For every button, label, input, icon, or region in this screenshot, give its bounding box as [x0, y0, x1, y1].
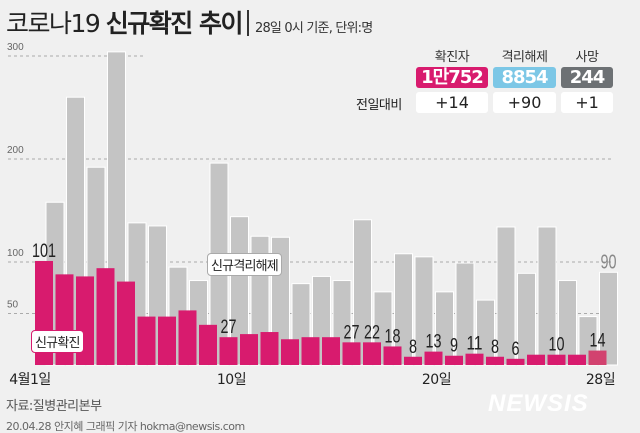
- confirmed-bar: [96, 268, 115, 365]
- confirmed-value-label: 14: [590, 331, 606, 352]
- recovered-bar: [414, 256, 434, 366]
- x-tick-label: 28일: [586, 372, 615, 388]
- stat-change: +14: [416, 92, 488, 113]
- stat-label: 격리해제: [501, 50, 548, 65]
- confirmed-bar: [568, 354, 586, 365]
- confirmed-bar: [363, 342, 381, 365]
- recovered-bar: [394, 253, 413, 366]
- stat-total: 244: [561, 67, 613, 88]
- recovered-bar: [435, 291, 454, 366]
- confirmed-value-label: 6: [512, 339, 520, 360]
- confirmed-value-label: 22: [364, 322, 380, 343]
- y-tick-label: 100: [7, 248, 24, 259]
- confirmed-bar: [322, 337, 340, 365]
- recovered-bar: [517, 272, 536, 366]
- confirmed-value-label: 10: [549, 335, 565, 356]
- y-tick-label: 300: [7, 42, 24, 53]
- confirmed-bar: [178, 310, 197, 365]
- title-divider: [246, 10, 249, 36]
- recovered-bar: [537, 226, 557, 366]
- title-bold: 신규확진 추이: [105, 9, 244, 38]
- confirmed-value-label: 8: [409, 337, 417, 358]
- source: 자료:질병관리본부: [6, 399, 102, 414]
- recovered-bar: [599, 271, 618, 366]
- recovered-bar: [353, 219, 372, 366]
- confirmed-bar: [301, 337, 320, 365]
- confirmed-bar: [383, 346, 402, 365]
- compare-label: 전일대비: [356, 98, 402, 113]
- confirmed-bar: [404, 356, 422, 365]
- confirmed-bar: [219, 337, 238, 365]
- confirmed-bar: [547, 354, 566, 365]
- stat-label: 확진자: [434, 50, 470, 65]
- chart-title: 코로나19 신규확진 추이: [6, 4, 255, 40]
- y-tick-label: 200: [7, 145, 24, 156]
- confirmed-bar: [137, 316, 156, 365]
- legend-recovered: 신규격리해제: [207, 253, 282, 276]
- confirmed-value-label: 101: [32, 241, 56, 262]
- confirmed-value-label: 11: [467, 334, 483, 355]
- confirmed-value-label: 13: [426, 332, 442, 353]
- confirmed-value-label: 27: [344, 322, 360, 343]
- confirmed-bar: [342, 342, 361, 365]
- confirmed-value-label: 8: [491, 337, 499, 358]
- confirmed-bar: [117, 281, 135, 365]
- recovered-bar: [476, 299, 495, 366]
- confirmed-bar: [506, 358, 525, 365]
- credit: 20.04.28 안지혜 그래픽 기자 hokma@newsis.com: [6, 420, 245, 433]
- confirmed-value-label: 27: [221, 317, 237, 338]
- title-light: 코로나19: [6, 9, 101, 38]
- confirmed-bar: [445, 355, 463, 365]
- confirmed-bar: [260, 332, 279, 365]
- confirmed-bar: [588, 350, 607, 365]
- confirmed-bar: [240, 334, 258, 365]
- confirmed-bar: [424, 351, 443, 365]
- confirmed-bar: [527, 354, 545, 365]
- recovered-value-label: 90: [601, 251, 617, 273]
- stat-total: 1만752: [416, 67, 488, 88]
- x-tick-label: 10일: [217, 372, 246, 388]
- stat-change: +1: [561, 92, 613, 113]
- stat-label: 사망: [575, 50, 599, 65]
- stat-change: +90: [493, 92, 556, 113]
- confirmed-value-label: 18: [385, 326, 401, 347]
- x-tick-label: 20일: [422, 372, 451, 388]
- confirmed-bar: [486, 356, 504, 365]
- confirmed-value-label: 9: [450, 336, 458, 357]
- y-tick-label: 50: [7, 300, 19, 311]
- confirmed-bar: [199, 324, 217, 365]
- recovered-bar: [558, 280, 577, 366]
- recovered-bar: [455, 262, 475, 366]
- legend-confirmed: 신규확진: [31, 330, 84, 353]
- newsis-logo: NEWSIS: [488, 390, 589, 417]
- confirmed-bar: [465, 353, 484, 365]
- title-bar: 코로나19 신규확진 추이 28일 0시 기준, 단위:명: [6, 4, 373, 40]
- recovered-bar: [496, 226, 516, 366]
- confirmed-bar: [281, 339, 299, 365]
- x-tick-label: 4월1일: [9, 372, 51, 388]
- chart-subtitle: 28일 0시 기준, 단위:명: [254, 21, 373, 36]
- confirmed-bar: [158, 316, 176, 365]
- stat-total: 8854: [493, 67, 556, 88]
